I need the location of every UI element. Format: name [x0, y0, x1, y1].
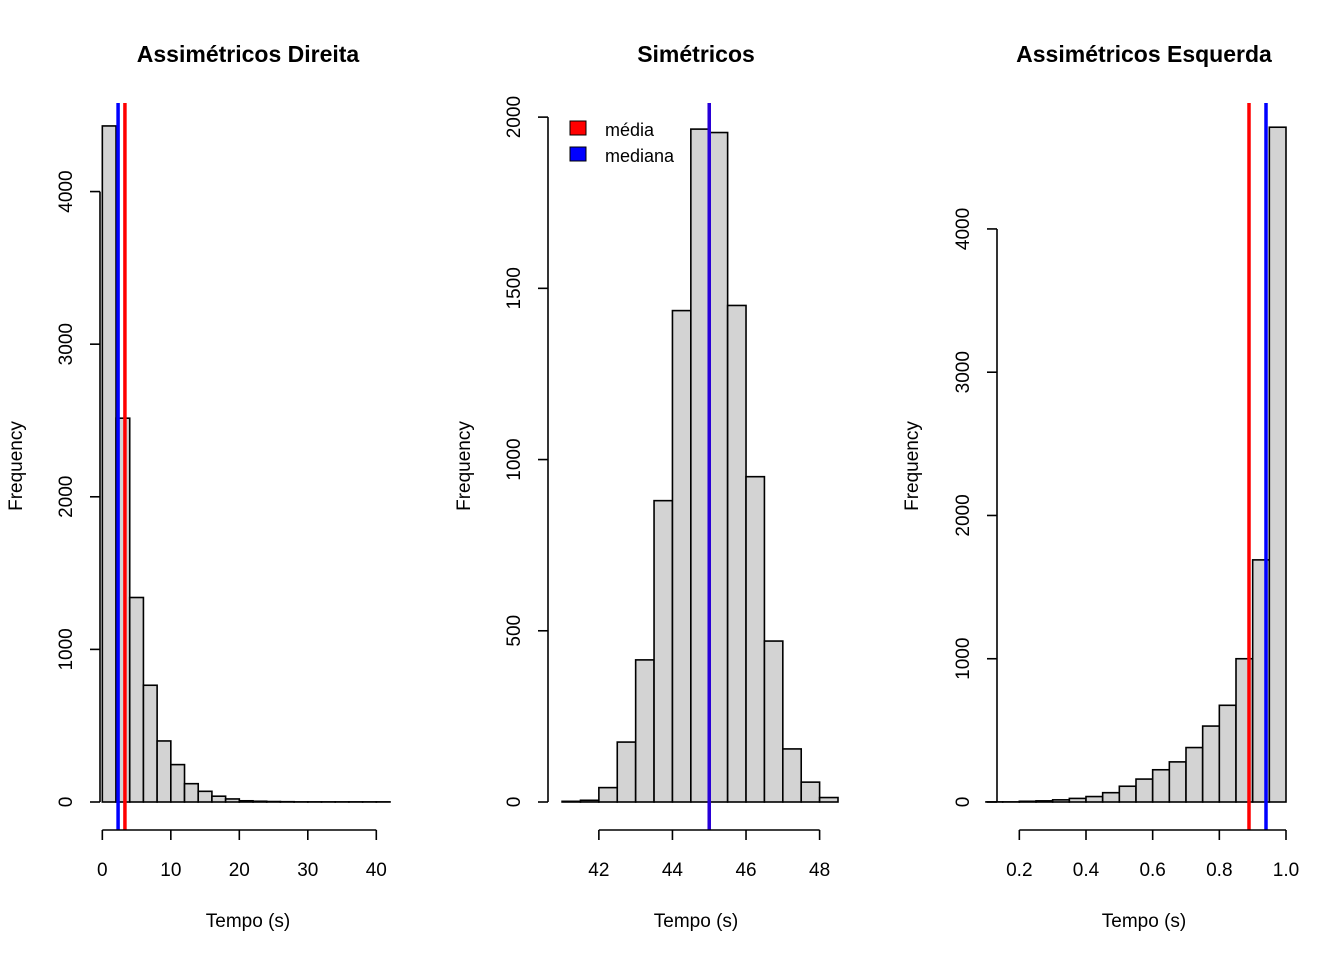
panel-left-skewed: Assimétricos Esquerda Tempo (s) Frequenc…: [902, 41, 1299, 932]
x-tick-label: 0.4: [1073, 860, 1100, 881]
x-axis-label: Tempo (s): [1102, 911, 1186, 932]
bars: [101, 125, 391, 803]
histogram-bar: [616, 741, 637, 803]
x-tick-label: 10: [160, 860, 181, 881]
histogram-bar: [634, 659, 655, 803]
y-tick-label: 0: [56, 797, 77, 808]
y-tick-label: 3000: [953, 351, 974, 393]
x-tick-label: 42: [588, 860, 609, 881]
y-axis-label: Frequency: [6, 421, 27, 511]
histogram-bar: [561, 800, 582, 803]
histogram-bar: [1035, 800, 1054, 803]
histogram-bar: [252, 800, 268, 803]
x-axis: 42 44 46 48: [588, 829, 830, 881]
x-tick-label: 46: [735, 860, 756, 881]
histogram-bar: [690, 128, 711, 803]
x-tick-label: 30: [297, 860, 318, 881]
histogram-bar: [1018, 800, 1037, 803]
histogram-bar: [1068, 797, 1087, 803]
histogram-bar: [101, 125, 117, 803]
y-tick-label: 0: [953, 797, 974, 808]
histogram-bar: [800, 781, 821, 803]
histogram-bar: [579, 799, 600, 803]
histogram-bar: [745, 475, 766, 803]
panel-title: Assimétricos Direita: [137, 41, 360, 67]
histogram-bar: [1151, 768, 1171, 803]
y-tick-label: 1500: [504, 267, 525, 309]
panel-symmetric: Simétricos Tempo (s) Frequency 0 500 1000 1…: [454, 41, 839, 932]
panel-title: Assimétricos Esquerda: [1016, 41, 1272, 67]
x-tick-label: 0.2: [1006, 860, 1032, 881]
y-axis: 0 500 1000 1500 2000: [504, 96, 549, 808]
histogram-bar: [708, 131, 729, 803]
x-tick-label: 20: [229, 860, 250, 881]
histogram-bar: [598, 786, 619, 803]
histogram-bar: [1135, 778, 1154, 803]
legend-swatch-mean: [569, 120, 587, 136]
legend-label-mean: média: [605, 120, 655, 140]
y-tick-label: 2000: [504, 96, 525, 138]
y-axis-label: Frequency: [902, 421, 923, 511]
histogram-bar: [224, 798, 241, 803]
histogram-bar: [653, 499, 674, 803]
histogram-bar: [183, 782, 200, 803]
y-tick-label: 3000: [56, 323, 77, 365]
histogram-bar: [1101, 791, 1121, 803]
x-tick-label: 44: [662, 860, 684, 881]
x-axis: 0.2 0.4 0.6 0.8 1.0: [1006, 829, 1299, 881]
y-tick-label: 0: [504, 797, 525, 808]
y-tick-label: 1000: [504, 438, 525, 480]
bars: [985, 126, 1287, 803]
x-tick-label: 0.6: [1139, 860, 1165, 881]
histogram-bar: [197, 790, 213, 803]
y-tick-label: 1000: [953, 638, 974, 680]
panel-right-skewed: Assimétricos Direita Tempo (s) Frequency…: [6, 41, 391, 932]
histogram-bar: [1118, 785, 1137, 803]
x-tick-label: 0.8: [1206, 860, 1232, 881]
legend-swatch-median: [569, 146, 587, 162]
x-axis-label: Tempo (s): [206, 911, 290, 932]
x-tick-label: 40: [366, 860, 387, 881]
histogram-bar: [1051, 799, 1071, 803]
histogram-bar: [1201, 725, 1221, 803]
histogram-bar: [726, 304, 747, 803]
histogram-bar: [170, 763, 186, 803]
y-axis: 0 1000 2000 3000 4000: [56, 170, 101, 808]
y-tick-label: 500: [504, 615, 525, 647]
y-tick-label: 4000: [56, 170, 77, 212]
histogram-bar: [1168, 761, 1187, 803]
y-tick-label: 1000: [56, 628, 77, 670]
histogram-bar: [211, 795, 227, 803]
histogram-bar: [1185, 746, 1204, 803]
histogram-bar: [238, 799, 254, 803]
y-axis: 0 1000 2000 3000 4000: [953, 208, 998, 808]
y-tick-label: 2000: [953, 494, 974, 536]
histogram-bar: [156, 740, 172, 803]
bars: [561, 128, 839, 803]
y-tick-label: 2000: [56, 476, 77, 518]
x-axis-label: Tempo (s): [654, 911, 738, 932]
histogram-bar: [128, 596, 145, 803]
reference-lines: [1247, 103, 1268, 830]
histogram-bar: [1268, 126, 1287, 803]
y-tick-label: 4000: [953, 208, 974, 250]
histogram-bar: [671, 309, 692, 803]
x-tick-label: 48: [809, 860, 830, 881]
histogram-bar: [1218, 704, 1237, 803]
histogram-bar: [142, 684, 158, 803]
y-axis-label: Frequency: [454, 421, 475, 511]
histogram-bar: [763, 640, 784, 803]
histogram-bar: [782, 748, 803, 803]
x-axis: 0 10 20 30 40: [97, 829, 387, 881]
x-tick-label: 0: [97, 860, 108, 881]
histogram-bar: [1085, 795, 1104, 803]
reference-lines: [116, 103, 127, 830]
panel-title: Simétricos: [637, 41, 755, 67]
legend-label-median: mediana: [605, 146, 675, 166]
x-tick-label: 1.0: [1273, 860, 1299, 881]
legend: média mediana: [569, 120, 675, 166]
histogram-bar: [818, 796, 839, 803]
